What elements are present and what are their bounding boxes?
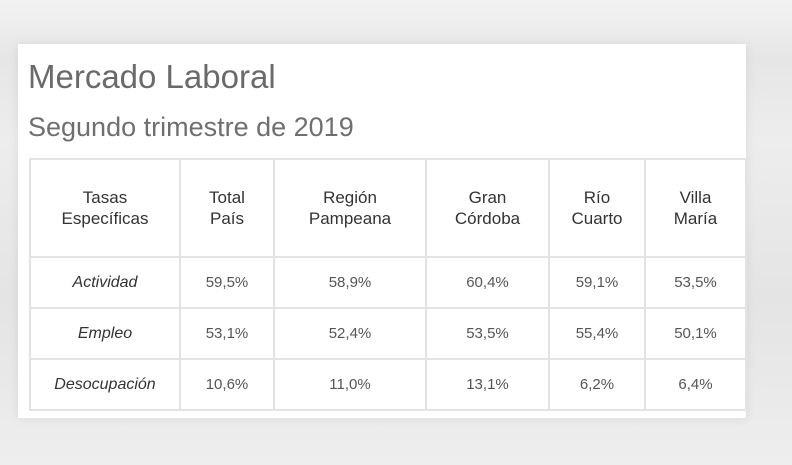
table-cell: 10,6% bbox=[179, 358, 275, 411]
header-rio-cuarto: Río Cuarto bbox=[548, 158, 646, 258]
header-gran-cordoba: Gran Córdoba bbox=[425, 158, 550, 258]
table-cell: 11,0% bbox=[273, 358, 427, 411]
table-cell: 59,5% bbox=[179, 256, 275, 309]
table-header-row: Tasas Específicas Total País Región Pamp… bbox=[29, 158, 747, 258]
table-cell: 53,1% bbox=[179, 307, 275, 360]
table-row-actividad: Actividad 59,5% 58,9% 60,4% 59,1% 53,5% bbox=[29, 256, 747, 309]
table-cell: 50,1% bbox=[644, 307, 747, 360]
page-title: Mercado Laboral bbox=[28, 58, 276, 95]
header-tasas-especificas: Tasas Específicas bbox=[29, 158, 181, 258]
table-cell: 53,5% bbox=[644, 256, 747, 309]
table-cell: 60,4% bbox=[425, 256, 550, 309]
table-row-desocupacion: Desocupación 10,6% 11,0% 13,1% 6,2% 6,4% bbox=[29, 358, 747, 411]
table-cell: 13,1% bbox=[425, 358, 550, 411]
header-line: Cuarto bbox=[571, 209, 623, 228]
table-cell: 59,1% bbox=[548, 256, 646, 309]
header-line: Específicas bbox=[61, 209, 149, 228]
header-villa-maria: Villa María bbox=[644, 158, 747, 258]
header-line: Tasas bbox=[82, 188, 128, 207]
row-label: Empleo bbox=[29, 307, 181, 360]
table-cell: 52,4% bbox=[273, 307, 427, 360]
table-cell: 55,4% bbox=[548, 307, 646, 360]
header-line: Córdoba bbox=[454, 209, 521, 228]
row-label: Desocupación bbox=[29, 358, 181, 411]
header-line: País bbox=[209, 209, 245, 228]
header-line: Río bbox=[583, 188, 611, 207]
header-line: María bbox=[673, 209, 718, 228]
table-cell: 58,9% bbox=[273, 256, 427, 309]
header-line: Región bbox=[323, 188, 377, 207]
header-line: Total bbox=[209, 188, 245, 207]
header-total-pais: Total País bbox=[179, 158, 275, 258]
header-line: Pampeana bbox=[308, 209, 392, 228]
table-cell: 53,5% bbox=[425, 307, 550, 360]
header-line: Villa bbox=[679, 188, 712, 207]
table-cell: 6,2% bbox=[548, 358, 646, 411]
header-line: Gran bbox=[468, 188, 507, 207]
table-cell: 6,4% bbox=[644, 358, 747, 411]
row-label: Actividad bbox=[29, 256, 181, 309]
header-region-pampeana: Región Pampeana bbox=[273, 158, 427, 258]
page-subtitle: Segundo trimestre de 2019 bbox=[28, 112, 354, 142]
labor-market-table: Tasas Específicas Total País Región Pamp… bbox=[29, 158, 747, 411]
table-row-empleo: Empleo 53,1% 52,4% 53,5% 55,4% 50,1% bbox=[29, 307, 747, 360]
